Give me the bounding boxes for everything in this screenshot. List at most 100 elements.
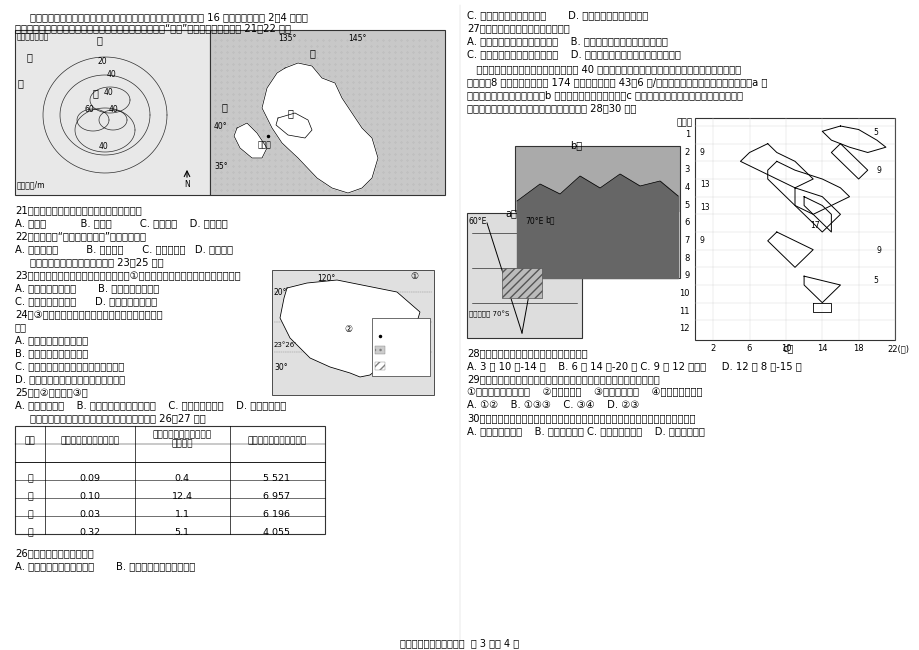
Text: 本: 本 [288, 108, 293, 118]
Text: 70°E: 70°E [525, 217, 543, 226]
Text: 日本鸟取沙丘能实现人们领略沙漠风情的愿望。鸟取沙丘东西长约 16 公里，南北宽约 2．4 公里。: 日本鸟取沙丘能实现人们领略沙漠风情的愿望。鸟取沙丘东西长约 16 公里，南北宽约… [30, 12, 308, 22]
Text: 9: 9 [876, 246, 881, 255]
Text: 鸟取沙丘降水较多，适合草木生长。当地政府为了保护该“沙漠”下了很大力气。回答 21～22 题。: 鸟取沙丘降水较多，适合草木生长。当地政府为了保护该“沙漠”下了很大力气。回答 2… [15, 23, 290, 33]
Text: 丙: 丙 [27, 510, 33, 519]
Text: c图: c图 [782, 343, 793, 353]
Text: A. 稀疏灌丛广分布    B. 流水作用强烈 C. 气候干燥面积广    D. 海浪堆积明显: A. 稀疏灌丛广分布 B. 流水作用强烈 C. 气候干燥面积广 D. 海浪堆积明… [467, 426, 704, 436]
Text: （月）: （月） [676, 118, 692, 127]
Text: 1.1: 1.1 [175, 510, 189, 519]
Text: 鸟取县: 鸟取县 [257, 140, 272, 149]
Text: 5 521: 5 521 [263, 474, 290, 483]
Text: A. 英国、巴西、中国、韩国       B. 韩国、英国、巴西、中国: A. 英国、巴西、中国、韩国 B. 韩国、英国、巴西、中国 [15, 561, 195, 571]
Text: A. ①②    B. ①③③    C. ③④    D. ②③: A. ①② B. ①③③ C. ③④ D. ②③ [467, 400, 639, 410]
Text: 13: 13 [699, 203, 709, 212]
Bar [515, 146, 679, 278]
Text: 0.4: 0.4 [175, 474, 189, 483]
Text: A. 咖啡、大豆等农产品大量出口    B. 应在平原地区大规模发展种植业: A. 咖啡、大豆等农产品大量出口 B. 应在平原地区大规模发展种植业 [467, 36, 667, 46]
Text: 0.32: 0.32 [79, 528, 100, 537]
Text: C. 适宜种植甜菜、青稞等农作物    D. 雨热不同期是发展种植业的不利因素: C. 适宜种植甜菜、青稞等农作物 D. 雨热不同期是发展种植业的不利因素 [467, 49, 680, 59]
Text: 为拉斯曼丘陵的位置示意图，b 图为丘陵局部地区景观图，c 图为拉斯曼丘陵地区各月和每小时的强风: 为拉斯曼丘陵的位置示意图，b 图为丘陵局部地区景观图，c 图为拉斯曼丘陵地区各月… [467, 90, 743, 100]
Bar [210, 30, 445, 195]
Text: 23°26′: 23°26′ [274, 342, 297, 348]
Text: 城市: 城市 [384, 336, 394, 345]
Text: 27．关于丁国农业的叙述，正确的是: 27．关于丁国农业的叙述，正确的是 [467, 23, 569, 33]
Text: A. 地中海沿岸风暴潮频发: A. 地中海沿岸风暴潮频发 [15, 335, 88, 345]
Text: 9: 9 [699, 148, 704, 157]
Bar [467, 213, 582, 338]
Bar [375, 346, 384, 354]
Text: 9: 9 [684, 271, 689, 280]
Text: b图: b图 [544, 215, 554, 224]
Text: 120°: 120° [317, 274, 335, 283]
Text: 35°: 35° [214, 162, 227, 171]
Bar [272, 270, 434, 395]
Text: 日: 日 [96, 35, 103, 45]
Text: 3: 3 [684, 165, 689, 174]
Text: ～等高线/m: ～等高线/m [17, 180, 45, 189]
Text: 40: 40 [104, 88, 114, 97]
Text: 145°: 145° [347, 34, 366, 43]
Text: 读澳大利亚部分地区简图，回答 23～25 题。: 读澳大利亚部分地区简图，回答 23～25 题。 [30, 257, 164, 267]
Text: 5: 5 [872, 128, 877, 137]
Bar [502, 268, 541, 298]
Text: b图: b图 [570, 140, 582, 150]
Bar [694, 118, 894, 340]
Text: 0.03: 0.03 [79, 510, 100, 519]
Text: 甲: 甲 [27, 474, 33, 483]
Text: 14: 14 [816, 344, 826, 353]
Text: 6: 6 [746, 344, 752, 353]
Text: 农业劳动力人均耕地面积: 农业劳动力人均耕地面积 [153, 430, 211, 439]
Text: D. 珠江口海水盐度达到一年中的最高值: D. 珠江口海水盐度达到一年中的最高值 [15, 374, 125, 384]
Text: 南: 南 [27, 52, 33, 62]
Text: A. 从外地运沙         B. 持续除草      C. 修筑防浪堤   D. 植树种草: A. 从外地运沙 B. 持续除草 C. 修筑防浪堤 D. 植树种草 [15, 244, 233, 254]
Text: C. 澳大利亚牧民在已收割的麦田上放牧: C. 澳大利亚牧民在已收割的麦田上放牧 [15, 361, 124, 371]
Text: 12: 12 [679, 324, 689, 333]
Text: 23．澳大利亚大陆受低气压控制的季节，①地的盛行风风向及植被生长情况分别是: 23．澳大利亚大陆受低气压控制的季节，①地的盛行风风向及植被生长情况分别是 [15, 270, 241, 280]
Text: 7: 7 [684, 236, 689, 245]
Text: ③: ③ [390, 345, 398, 354]
Text: 高二地理下学期期中考试  第 3 页共 4 页: 高二地理下学期期中考试 第 3 页共 4 页 [400, 638, 519, 648]
Text: 9: 9 [699, 236, 704, 245]
Text: 60°E: 60°E [469, 217, 487, 226]
Text: 13: 13 [699, 180, 709, 189]
Text: 4: 4 [684, 183, 689, 192]
Text: 10: 10 [780, 344, 790, 353]
Text: 4 055: 4 055 [263, 528, 290, 537]
Text: a图: a图 [505, 208, 516, 218]
Text: 东南风，8 级以上大风天数达 174 天，极大风速为 43．6 米/秒，但并没有形成显著的风力地貌。a 图: 东南风，8 级以上大风天数达 174 天，极大风速为 43．6 米/秒，但并没有… [467, 77, 766, 87]
Text: 20°: 20° [274, 288, 287, 297]
Text: C. 中国、英国、韩国、巴西       D. 巴西、英国、韩国、中国: C. 中国、英国、韩国、巴西 D. 巴西、英国、韩国、中国 [467, 10, 648, 20]
Text: 12.4: 12.4 [171, 492, 192, 501]
Text: 下表为四个国家农业相关指标的数据，据此完成 26～27 题。: 下表为四个国家农业相关指标的数据，据此完成 26～27 题。 [30, 413, 206, 423]
Text: 40: 40 [107, 70, 117, 79]
Text: 例: 例 [387, 320, 391, 329]
Text: 40: 40 [108, 105, 119, 114]
Text: 28．拉斯曼丘陵地区强风频率最高的时间是: 28．拉斯曼丘陵地区强风频率最高的时间是 [467, 348, 587, 358]
Text: 30．作为南极大陆为数不多的绿洲，下列推测与拉斯曼丘陵的自然环境特征相符的是: 30．作为南极大陆为数不多的绿洲，下列推测与拉斯曼丘陵的自然环境特征相符的是 [467, 413, 695, 423]
Text: 29．拉斯曼丘陵地区常年风力强劲，风力地貌却不明显，其原因可能是: 29．拉斯曼丘陵地区常年风力强劲，风力地貌却不明显，其原因可能是 [467, 374, 659, 384]
Text: 17: 17 [809, 221, 819, 230]
Text: 8: 8 [684, 254, 689, 263]
Text: 拉斯曼丘陵位于南极大陆边缘，面积约 40 平方千米，是南极大陆为数不多的绿洲之一。常年盛行: 拉斯曼丘陵位于南极大陆边缘，面积约 40 平方千米，是南极大陆为数不多的绿洲之一… [467, 64, 741, 74]
Text: 26．甲、乙、丙、丁依次为: 26．甲、乙、丙、丁依次为 [15, 548, 94, 558]
Polygon shape [233, 123, 267, 158]
Text: 6 196: 6 196 [263, 510, 290, 519]
Text: B. 青海湖附近渔渠花盛开: B. 青海湖附近渔渠花盛开 [15, 348, 88, 358]
Text: 9: 9 [876, 166, 881, 175]
Text: A. 冬季风           B. 夏季风         C. 东北信风    D. 盛行西风: A. 冬季风 B. 夏季风 C. 东北信风 D. 盛行西风 [15, 218, 228, 228]
Text: 2: 2 [684, 148, 689, 157]
Text: 鸟取沙丘示意图: 鸟取沙丘示意图 [17, 32, 50, 41]
Bar [371, 318, 429, 376]
Text: A. 3 月 10 时-14 时    B. 6 月 14 时-20 时 C. 9 月 12 时前后     D. 12 月 8 时-15 时: A. 3 月 10 时-14 时 B. 6 月 14 时-20 时 C. 9 月… [467, 361, 800, 371]
Text: 5: 5 [872, 276, 877, 285]
Bar [15, 30, 210, 195]
Text: 海: 海 [221, 102, 228, 112]
Text: 海: 海 [18, 78, 24, 88]
Text: 21．导致鸟取沙丘形成的主要动力因素可能是: 21．导致鸟取沙丘形成的主要动力因素可能是 [15, 205, 142, 215]
Text: A. 地下水更丰富    B. 地表水较丰富，冬季最多    C. 地表水经年缺乏    D. 水资源总量少: A. 地下水更丰富 B. 地表水较丰富，冬季最多 C. 地表水经年缺乏 D. 水… [15, 400, 286, 410]
Text: 丁: 丁 [27, 528, 33, 537]
Text: 沙漠: 沙漠 [387, 350, 396, 359]
Text: 自然牧草地: 自然牧草地 [387, 365, 410, 374]
Text: 2: 2 [709, 344, 715, 353]
Text: 的是: 的是 [15, 322, 27, 332]
